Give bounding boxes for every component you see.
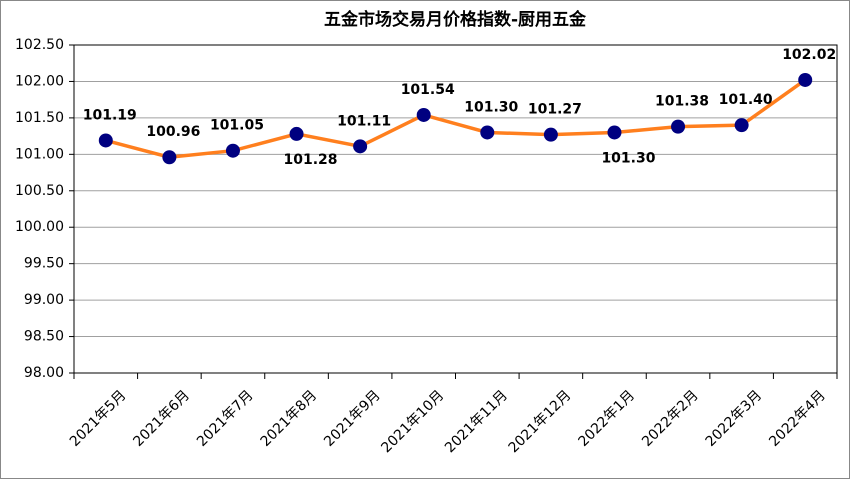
- data-point: [798, 72, 813, 87]
- data-point: [289, 126, 304, 141]
- y-tick-label: 99.50: [24, 256, 64, 272]
- data-point: [671, 119, 686, 134]
- y-tick-label: 100.50: [15, 183, 64, 199]
- data-point: [98, 133, 113, 148]
- data-point: [607, 125, 622, 140]
- data-label: 101.11: [337, 113, 391, 129]
- data-label: 102.02: [782, 47, 836, 63]
- data-label: 101.05: [210, 118, 264, 134]
- data-label: 101.30: [601, 150, 655, 166]
- y-tick-label: 98.50: [24, 329, 64, 345]
- y-tick-label: 99.00: [24, 292, 64, 308]
- data-point: [480, 125, 495, 140]
- data-label: 101.40: [719, 92, 773, 108]
- data-label: 101.30: [464, 99, 518, 115]
- y-tick-label: 101.00: [15, 146, 64, 162]
- chart-title: 五金市场交易月价格指数-厨用五金: [324, 9, 587, 30]
- y-tick-label: 101.50: [15, 110, 64, 126]
- data-label: 100.96: [146, 124, 200, 140]
- y-tick-label: 102.50: [15, 37, 64, 53]
- y-tick-label: 100.00: [15, 219, 64, 235]
- data-point: [162, 150, 177, 165]
- data-point: [543, 127, 558, 142]
- series-line: [105, 78, 807, 160]
- data-label: 101.28: [284, 152, 338, 168]
- data-point: [225, 143, 240, 158]
- data-label: 101.27: [528, 102, 582, 118]
- data-label: 101.38: [655, 94, 709, 110]
- data-label: 101.54: [401, 82, 455, 98]
- data-point: [353, 139, 368, 154]
- y-tick-label: 102.00: [15, 73, 64, 89]
- data-point: [416, 107, 431, 122]
- data-label: 101.19: [83, 107, 137, 123]
- y-tick-label: 98.00: [24, 365, 64, 381]
- data-point: [734, 118, 749, 133]
